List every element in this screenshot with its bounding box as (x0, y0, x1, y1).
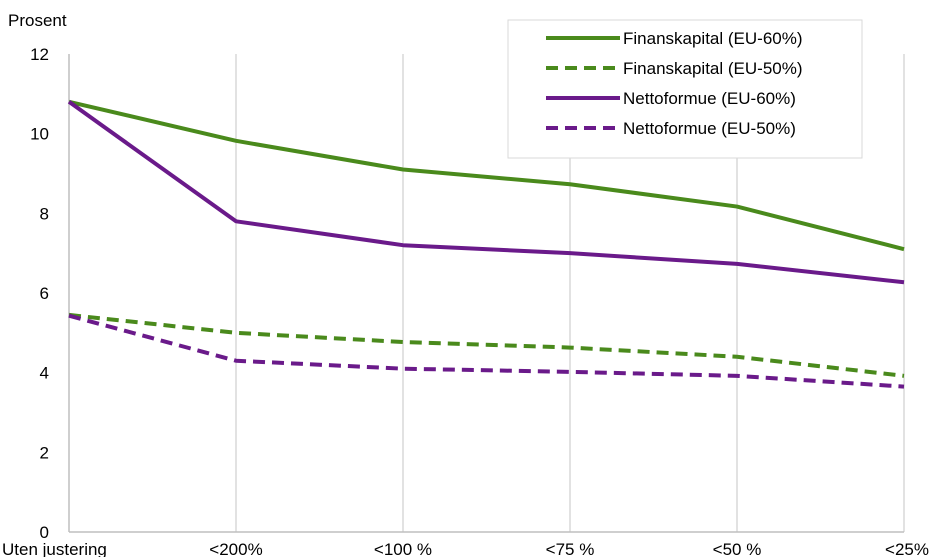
axes: 0 2 4 6 8 10 12 Uten justering <200% <100 % <75 % <… (2, 45, 929, 557)
legend-label-3: Nettoformue (EU-60%) (623, 89, 796, 108)
series-lines (67, 99, 905, 389)
x-tick-label: <50 % (713, 540, 762, 557)
y-tick-label: 8 (40, 204, 49, 223)
series-line-3 (67, 100, 905, 285)
y-tick-label: 6 (40, 284, 49, 303)
series-line-4 (68, 313, 905, 389)
legend-label-2: Finanskapital (EU-50%) (623, 59, 803, 78)
x-tick-label: <200% (209, 540, 262, 557)
y-tick-label: 10 (30, 125, 49, 144)
x-tick-label: <25% (885, 540, 929, 557)
legend-label-4: Nettoformue (EU-50%) (623, 119, 796, 138)
series-line-2 (68, 312, 905, 378)
legend-box (507, 19, 863, 159)
y-tick-label: 2 (40, 443, 49, 462)
y-tick-label: 4 (40, 364, 49, 383)
x-tick-label: Uten justering (2, 540, 107, 557)
y-tick-label: 12 (30, 45, 49, 64)
y-axis-title: Prosent (8, 11, 67, 30)
y-tick-label: 0 (40, 523, 49, 542)
x-tick-label: <100 % (374, 540, 432, 557)
legend: Finanskapital (EU-60%) Finanskapital (EU-… (507, 19, 863, 159)
x-tick-label: <75 % (546, 540, 595, 557)
series-line-1 (68, 99, 905, 252)
legend-label-1: Finanskapital (EU-60%) (623, 29, 803, 48)
